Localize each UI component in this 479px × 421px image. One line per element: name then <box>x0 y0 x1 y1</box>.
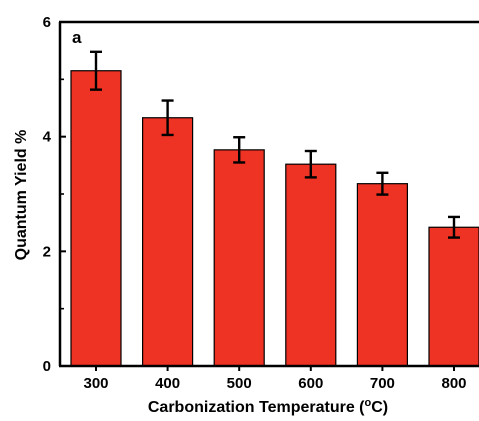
bar-800 <box>428 226 479 367</box>
x-tick-label: 700 <box>370 375 395 392</box>
error-bars-layer <box>90 50 460 239</box>
bar-700 <box>356 183 408 367</box>
error-bar-500 <box>233 136 246 164</box>
bar-600 <box>285 163 337 367</box>
x-axis-title: Carbonization Temperature (oC) <box>148 397 388 416</box>
x-tick-label: 500 <box>227 375 252 392</box>
y-tick-label: 6 <box>43 14 51 31</box>
error-bar-800 <box>448 215 460 239</box>
x-tick-label: 800 <box>441 375 466 392</box>
x-tick-label: 600 <box>298 375 323 392</box>
bar-500 <box>213 149 265 367</box>
x-tick-label: 400 <box>155 375 180 392</box>
error-bar-300 <box>90 50 102 91</box>
bar-400 <box>142 117 194 367</box>
ticks-layer: 0 2 4 6 300 400 500 600 700 800 <box>43 14 467 392</box>
bar-300 <box>70 70 122 367</box>
y-tick-label: 4 <box>43 129 52 146</box>
error-bar-600 <box>304 149 317 179</box>
y-axis-title: Quantum Yield % <box>13 130 30 261</box>
y-tick-label: 2 <box>43 243 51 260</box>
axes-layer <box>58 20 479 368</box>
y-tick-label: 0 <box>43 358 51 375</box>
x-tick-label: 300 <box>83 375 108 392</box>
x-axis-title-end: C) <box>371 399 388 416</box>
error-bar-700 <box>376 171 389 196</box>
panel-label: a <box>72 28 82 47</box>
error-bar-400 <box>161 99 174 137</box>
x-axis-title-degree: o <box>365 397 372 409</box>
bars-layer <box>70 70 479 367</box>
x-axis-title-main: Carbonization Temperature ( <box>148 399 365 416</box>
